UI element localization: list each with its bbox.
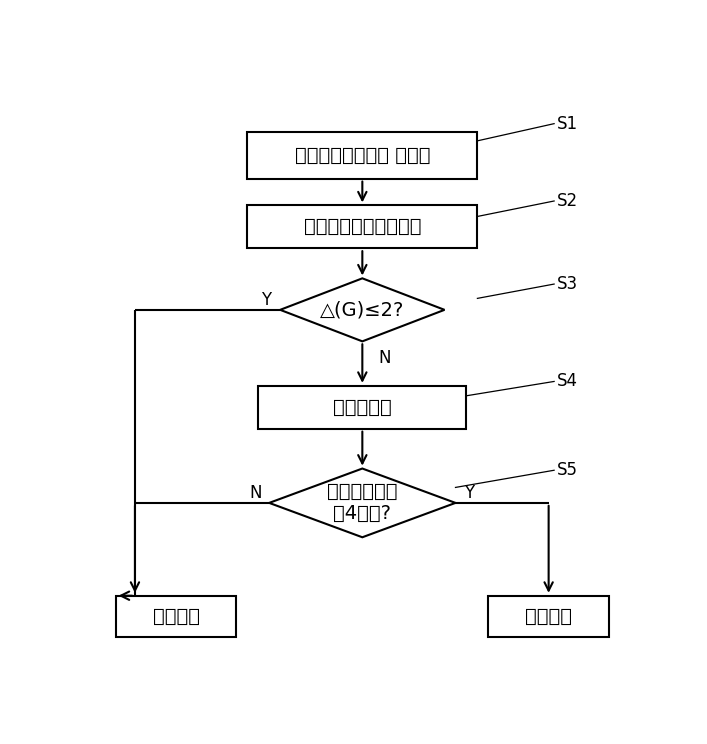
Text: S5: S5 <box>557 461 578 479</box>
Bar <box>247 205 477 248</box>
Polygon shape <box>269 469 455 537</box>
Text: 无法拆分: 无法拆分 <box>525 607 572 626</box>
Text: Y: Y <box>262 290 271 309</box>
Text: S4: S4 <box>557 373 578 391</box>
Text: △(G)≤2?: △(G)≤2? <box>320 301 404 319</box>
Bar <box>258 385 467 429</box>
Text: S2: S2 <box>557 192 578 210</box>
Text: N: N <box>250 484 262 501</box>
Text: 是否存在颜色
为4节点?: 是否存在颜色 为4节点? <box>327 482 397 523</box>
Text: S3: S3 <box>557 275 578 293</box>
Text: 降色法降色: 降色法降色 <box>333 398 392 417</box>
Bar <box>116 596 236 637</box>
Bar <box>489 596 609 637</box>
Text: 顶点度重构法进行重构: 顶点度重构法进行重构 <box>303 217 421 237</box>
Text: 基于原始版图构建 抽象图: 基于原始版图构建 抽象图 <box>295 146 430 164</box>
Text: S1: S1 <box>557 115 578 132</box>
Text: N: N <box>379 349 391 367</box>
Text: Y: Y <box>464 484 474 501</box>
Bar <box>247 132 477 179</box>
Polygon shape <box>280 278 445 341</box>
Text: 可以拆分: 可以拆分 <box>153 607 199 626</box>
